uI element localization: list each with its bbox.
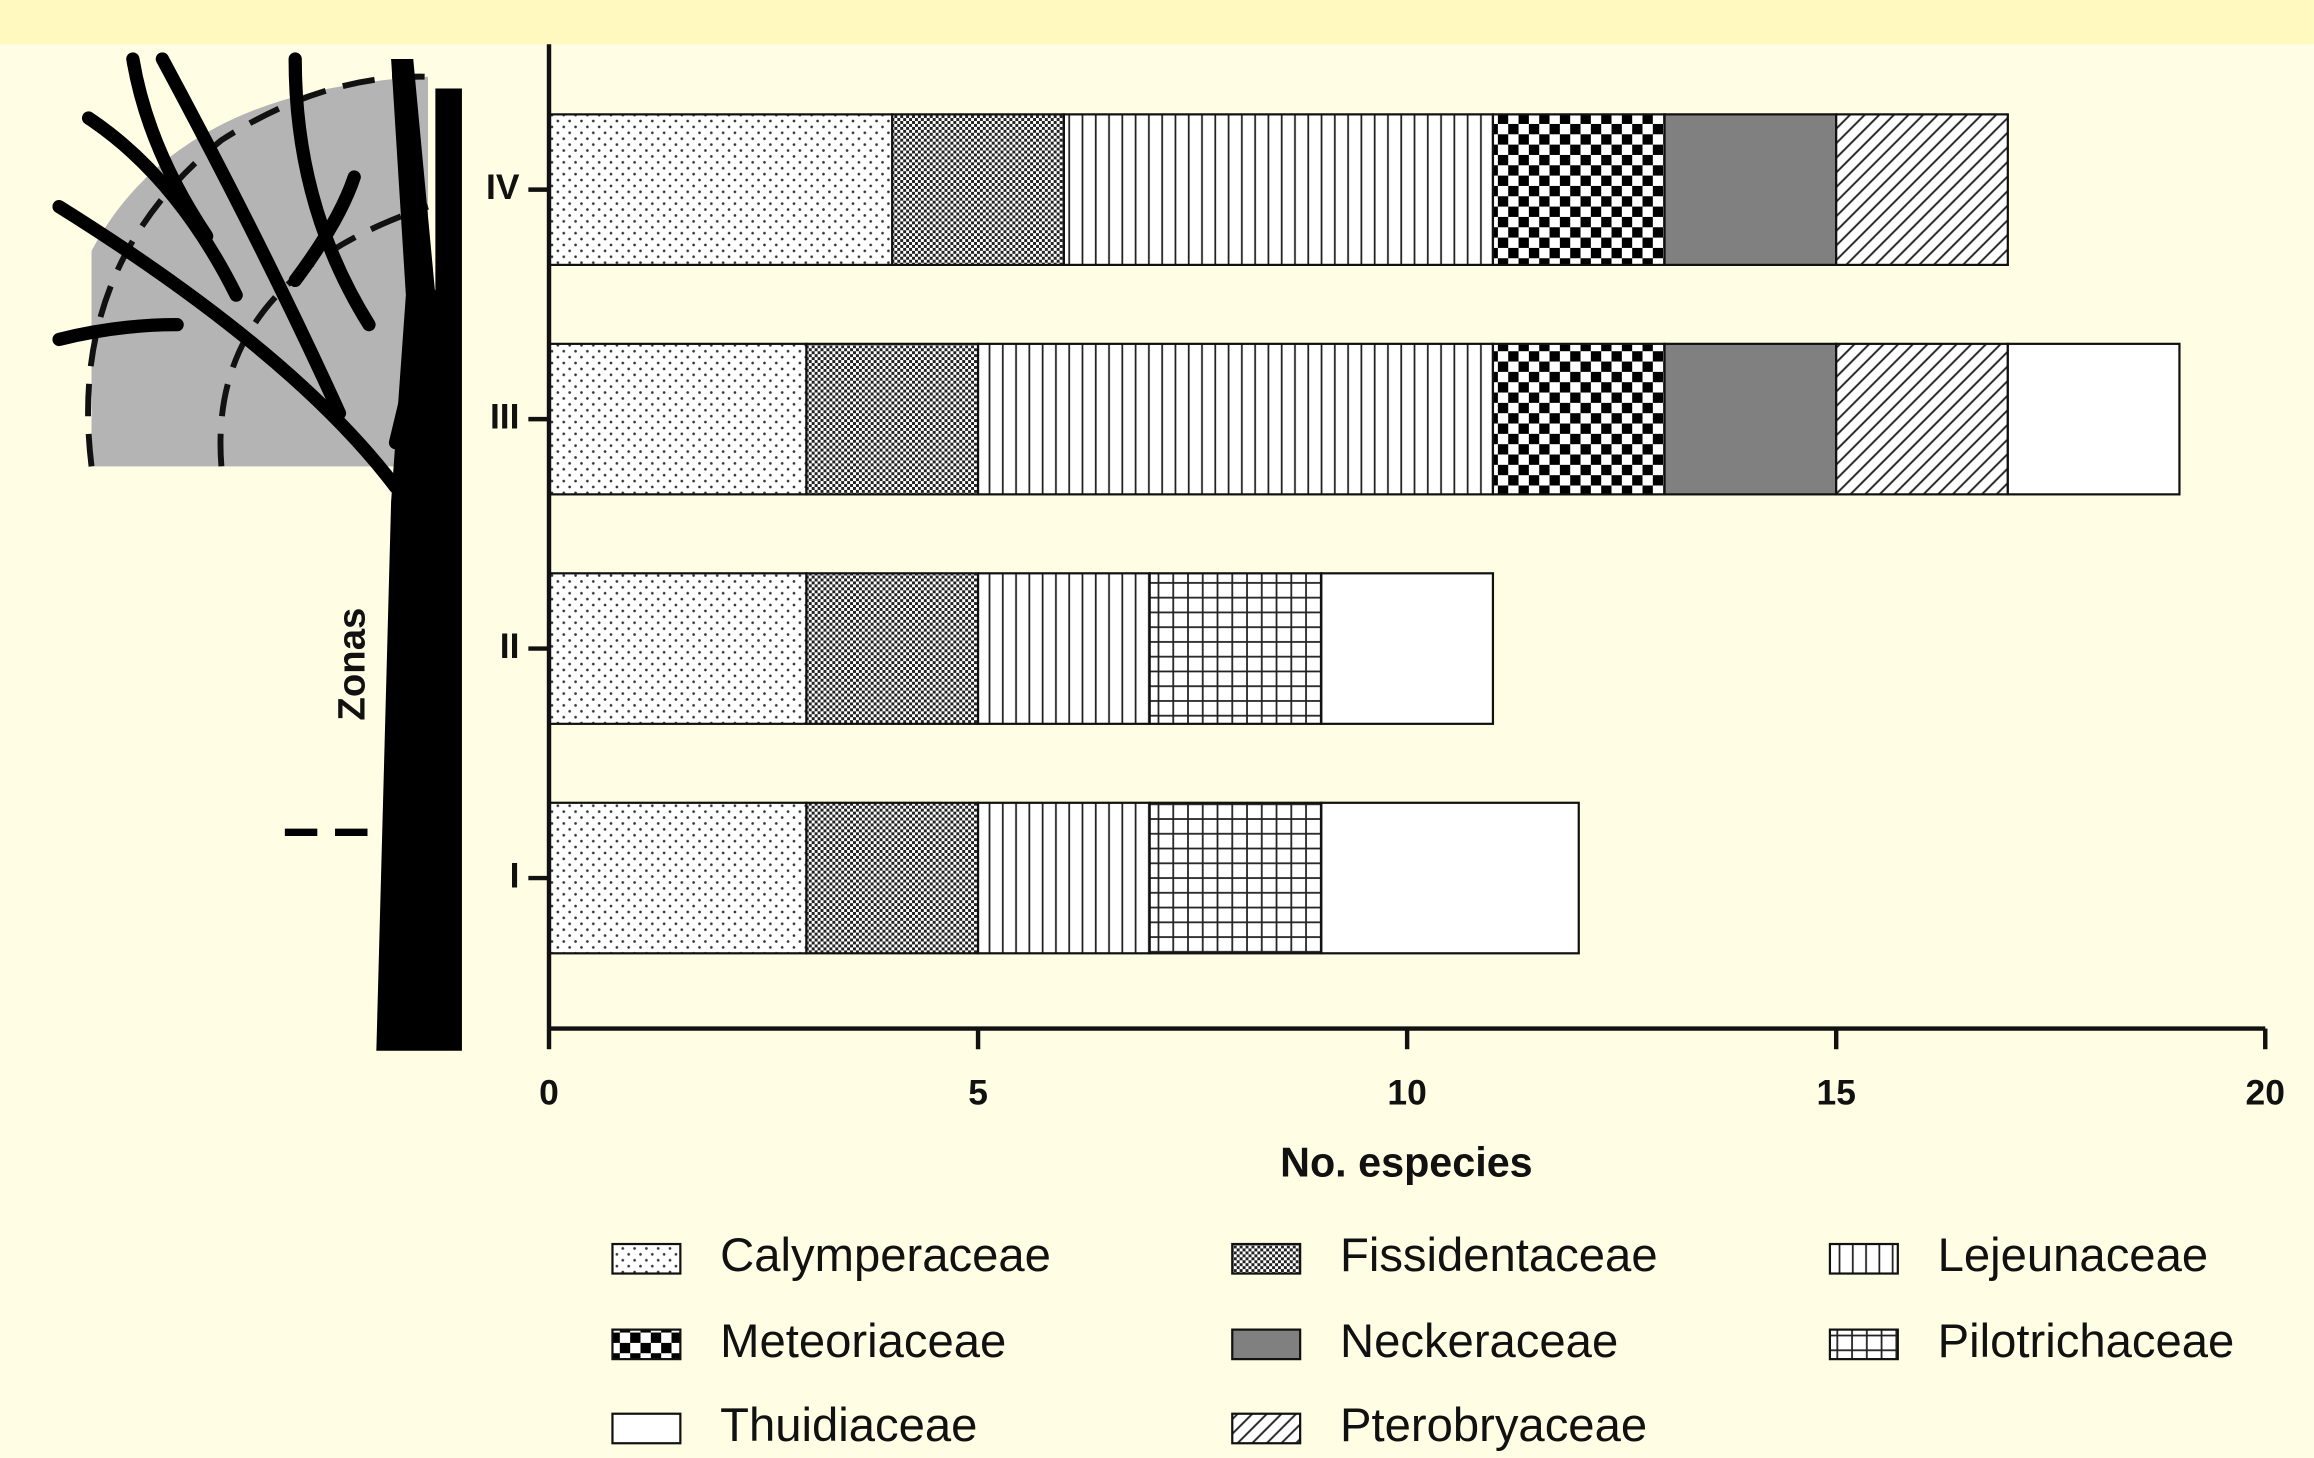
bar-segment (1320, 801, 1580, 955)
legend-swatch (1231, 1412, 1302, 1445)
legend-label: Meteoriaceae (720, 1315, 1006, 1368)
bar-segment (805, 572, 980, 725)
y-tick-label: I (510, 855, 520, 895)
legend-label: Pilotrichaceae (1938, 1315, 2235, 1368)
bar-segment (1062, 113, 1495, 266)
x-tick-label: 10 (1387, 1072, 1426, 1112)
x-tick-label: 20 (2246, 1072, 2285, 1112)
bar-segment (547, 342, 808, 496)
legend-label: Lejeunaceae (1938, 1229, 2208, 1282)
x-tick-label: 15 (1816, 1072, 1855, 1112)
bar-segment (1663, 342, 1838, 496)
bar-segment (547, 113, 894, 266)
bar-segment (976, 801, 1151, 955)
bar-segment (1835, 342, 2009, 496)
legend-swatch (611, 1412, 682, 1445)
top-band (0, 0, 2314, 45)
legend-swatch (1231, 1242, 1302, 1275)
legend-label: Fissidentaceae (1340, 1229, 1658, 1282)
legend-swatch (1231, 1328, 1302, 1361)
bar-segment (1148, 801, 1323, 955)
tree-illustration (52, 52, 462, 1051)
legend-swatch (1828, 1328, 1899, 1361)
bar-segment (1491, 113, 1666, 266)
legend-label: Neckeraceae (1340, 1315, 1618, 1368)
bar-segment (2006, 342, 2181, 496)
bar-segment (976, 572, 1151, 725)
x-tick-label: 0 (539, 1072, 559, 1112)
bar-segment (805, 342, 980, 496)
y-axis-label: Zonas (330, 608, 373, 721)
bar-segment (547, 572, 808, 725)
legend-swatch (611, 1242, 682, 1275)
y-tick-label: II (500, 626, 520, 666)
legend-label: Calymperaceae (720, 1229, 1051, 1282)
bar-segment (547, 801, 808, 955)
x-tick-label: 5 (968, 1072, 988, 1112)
bar-segment (1148, 572, 1323, 725)
bar-segment (976, 342, 1495, 496)
x-axis-label: No. especies (1280, 1140, 1533, 1186)
legend-label: Pterobryaceae (1340, 1399, 1647, 1452)
legend-label: Thuidiaceae (720, 1399, 977, 1452)
bar-segment (1663, 113, 1838, 266)
bar-segment (1835, 113, 2009, 266)
bar-segment (891, 113, 1065, 266)
bar-segment (1491, 342, 1666, 496)
y-tick-label: IV (486, 167, 520, 207)
bar-segment (1320, 572, 1495, 725)
legend-swatch (1828, 1242, 1899, 1275)
legend-swatch (611, 1328, 682, 1361)
y-tick-label: III (490, 396, 520, 436)
bar-segment (805, 801, 980, 955)
